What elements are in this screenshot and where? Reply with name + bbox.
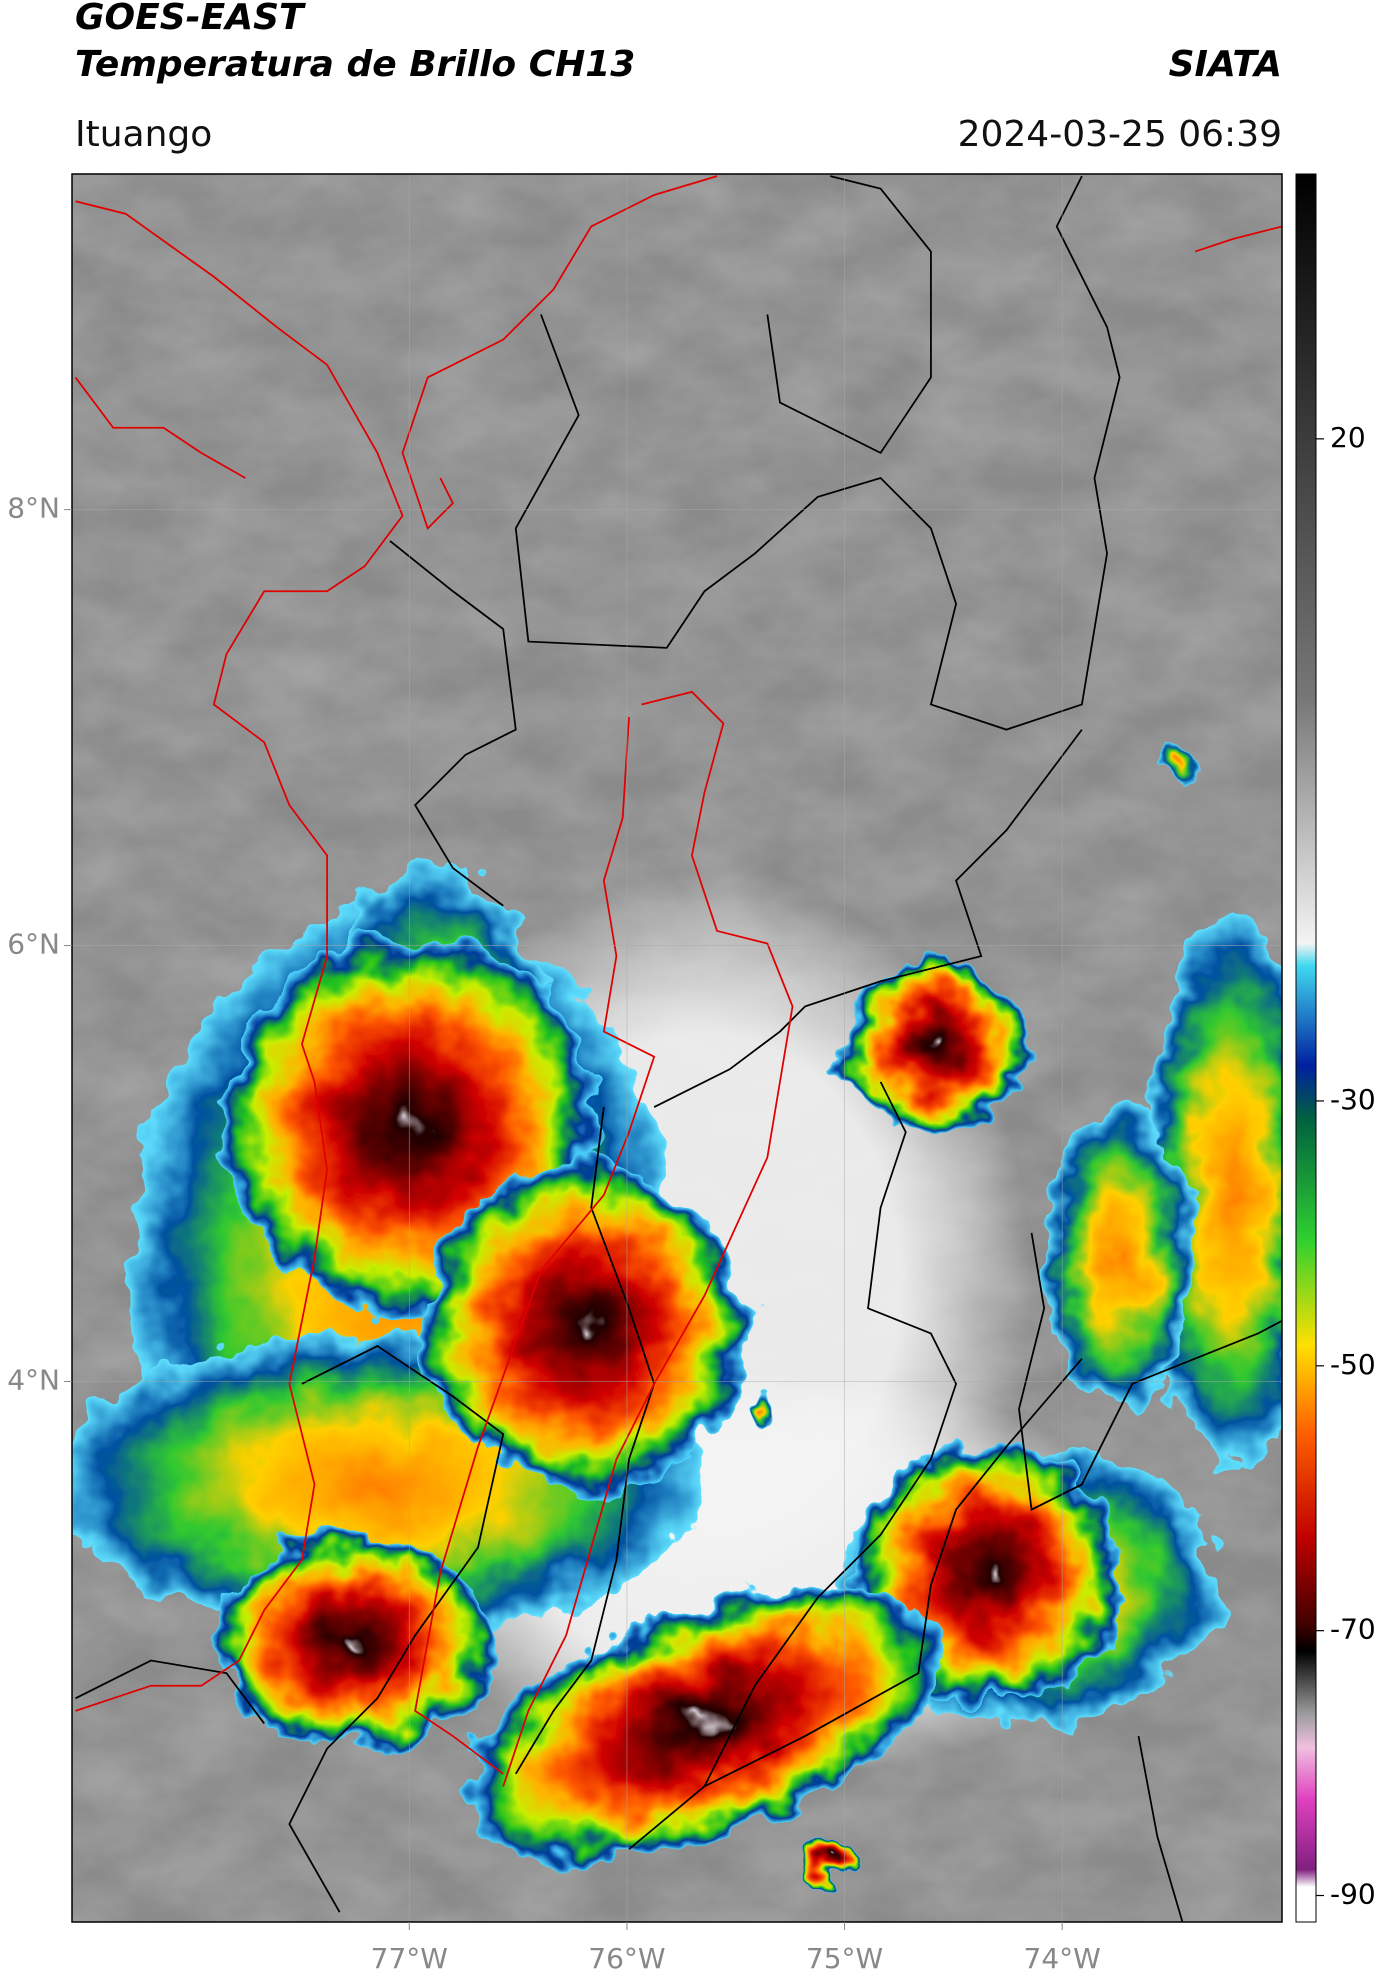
colorbar-tick-label: 20 <box>1330 421 1366 454</box>
x-tick-label: 74°W <box>1024 1942 1101 1975</box>
location: Ituango <box>75 114 212 155</box>
timestamp: 2024-03-25 06:39 <box>958 114 1282 155</box>
y-tick-label: 4°N <box>7 1363 60 1396</box>
x-tick-label: 77°W <box>371 1942 448 1975</box>
x-tick-label: 76°W <box>588 1942 665 1975</box>
colorbar <box>1295 173 1317 1923</box>
colorbar-tick-label: -70 <box>1330 1613 1376 1646</box>
organization: SIATA <box>1169 44 1282 85</box>
y-tick-label: 8°N <box>7 492 60 525</box>
x-tick-label: 75°W <box>806 1942 883 1975</box>
colorbar-tick-label: -50 <box>1330 1348 1376 1381</box>
y-tick-label: 6°N <box>7 928 60 961</box>
colorbar-tick-label: -90 <box>1330 1878 1376 1911</box>
subtitle: Temperatura de Brillo CH13 <box>75 44 635 85</box>
map-frame <box>71 173 1283 1923</box>
satellite-image <box>72 174 1282 1922</box>
colorbar-tick-label: -30 <box>1330 1083 1376 1116</box>
title: GOES-EAST <box>75 0 306 38</box>
